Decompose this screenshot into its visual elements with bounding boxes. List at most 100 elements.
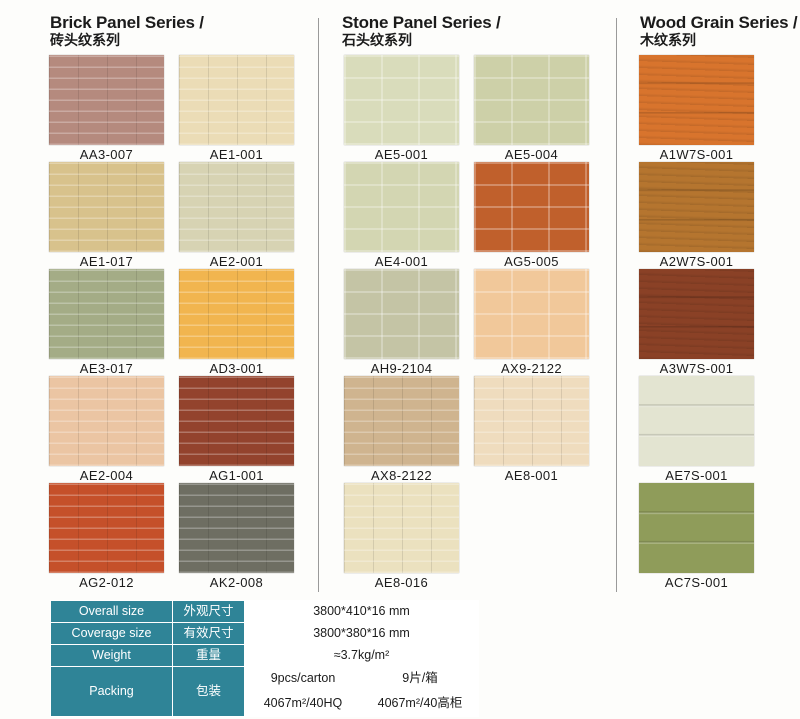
- swatch-tile: [474, 376, 589, 466]
- swatch-tile: [344, 162, 459, 252]
- swatch-code: AE7S-001: [665, 468, 728, 483]
- swatch-tile: [179, 55, 294, 145]
- stone-series-title-cn: 石头纹系列: [342, 32, 412, 48]
- swatch-tile: [474, 162, 589, 252]
- swatch-a1w7s-001[interactable]: A1W7S-001: [639, 55, 754, 161]
- swatch-ax8-2122[interactable]: AX8-2122: [344, 376, 459, 482]
- swatch-tile: [639, 269, 754, 359]
- swatch-code: AE1-001: [209, 147, 264, 162]
- swatch-tile: [49, 269, 164, 359]
- swatch-tile: [639, 483, 754, 573]
- spec-row-overall: Overall size 外观尺寸 3800*410*16 mm: [50, 600, 480, 623]
- swatch-tile: [49, 162, 164, 252]
- swatch-code: AK2-008: [209, 575, 264, 590]
- swatch-code: AE2-004: [79, 468, 134, 483]
- brick-series-title-en: Brick Panel Series /: [50, 13, 204, 32]
- swatch-a2w7s-001[interactable]: A2W7S-001: [639, 162, 754, 268]
- swatch-code: AG5-005: [504, 254, 559, 269]
- wood-series-title-en: Wood Grain Series /: [640, 13, 798, 32]
- swatch-tile: [179, 376, 294, 466]
- spec-row-packing-hq: 4067m²/40HQ 4067m²/40高柜: [51, 691, 480, 717]
- swatch-tile: [344, 376, 459, 466]
- swatch-ae5-004[interactable]: AE5-004: [474, 55, 589, 161]
- swatch-tile: [474, 55, 589, 145]
- swatch-code: AG2-012: [79, 575, 134, 590]
- packing-pcs-cn: 9片/箱: [360, 666, 480, 692]
- swatch-tile: [344, 55, 459, 145]
- swatch-a3w7s-001[interactable]: A3W7S-001: [639, 269, 754, 375]
- swatch-code: AG1-001: [209, 468, 264, 483]
- swatch-code: AE8-001: [504, 468, 559, 483]
- swatch-code: AA3-007: [79, 147, 134, 162]
- swatch-code: AE1-017: [79, 254, 134, 269]
- coverage-size-value: 3800*380*16 mm: [243, 622, 480, 645]
- swatch-ae2-001[interactable]: AE2-001: [179, 162, 294, 268]
- swatch-tile: [639, 376, 754, 466]
- packing-hq-cn: 4067m²/40高柜: [360, 691, 480, 717]
- swatch-tile: [344, 483, 459, 573]
- swatch-ae2-004[interactable]: AE2-004: [49, 376, 164, 482]
- swatch-ak2-008[interactable]: AK2-008: [179, 483, 294, 589]
- stone-series-title-en: Stone Panel Series /: [342, 13, 501, 32]
- swatch-ae4-001[interactable]: AE4-001: [344, 162, 459, 268]
- spec-row-weight: Weight 重量 ≈3.7kg/m²: [50, 644, 480, 667]
- swatch-ah9-2104[interactable]: AH9-2104: [344, 269, 459, 375]
- spec-table: Overall size 外观尺寸 3800*410*16 mm Coverag…: [50, 600, 480, 717]
- swatch-tile: [639, 55, 754, 145]
- column-divider-left: [318, 18, 319, 592]
- swatch-ag1-001[interactable]: AG1-001: [179, 376, 294, 482]
- swatch-code: AC7S-001: [664, 575, 729, 590]
- swatch-ae3-017[interactable]: AE3-017: [49, 269, 164, 375]
- swatch-code: AE4-001: [374, 254, 429, 269]
- swatch-tile: [344, 269, 459, 359]
- swatch-code: AH9-2104: [370, 361, 433, 376]
- swatch-ae1-001[interactable]: AE1-001: [179, 55, 294, 161]
- swatch-ae1-017[interactable]: AE1-017: [49, 162, 164, 268]
- brick-series-heading: Brick Panel Series / 砖头纹系列: [50, 14, 204, 47]
- swatch-ad3-001[interactable]: AD3-001: [179, 269, 294, 375]
- stone-series-heading: Stone Panel Series / 石头纹系列: [342, 14, 501, 47]
- swatch-tile: [474, 269, 589, 359]
- wood-series-title-cn: 木纹系列: [640, 32, 696, 48]
- swatch-code: A1W7S-001: [659, 147, 734, 162]
- packing-label-en: Packing: [50, 666, 173, 717]
- swatch-code: AE2-001: [209, 254, 264, 269]
- swatch-code: AD3-001: [209, 361, 264, 376]
- weight-label-en: Weight: [50, 644, 173, 667]
- overall-size-label-cn: 外观尺寸: [172, 600, 245, 623]
- swatch-ae8-016[interactable]: AE8-016: [344, 483, 459, 589]
- packing-pcs-en: 9pcs/carton: [244, 666, 362, 692]
- spec-row-packing-pcs: Packing 包装 9pcs/carton 9片/箱: [50, 666, 480, 717]
- wood-series-heading: Wood Grain Series / 木纹系列: [640, 13, 798, 48]
- swatch-ae8-001[interactable]: AE8-001: [474, 376, 589, 482]
- overall-size-label-en: Overall size: [50, 600, 173, 623]
- overall-size-value: 3800*410*16 mm: [243, 600, 480, 623]
- column-divider-right: [616, 18, 617, 592]
- swatch-code: AX9-2122: [500, 361, 563, 376]
- swatch-tile: [179, 483, 294, 573]
- swatch-code: AE8-016: [374, 575, 429, 590]
- packing-label-cn: 包装: [172, 666, 245, 717]
- swatch-code: A3W7S-001: [659, 361, 734, 376]
- swatch-code: AE5-004: [504, 147, 559, 162]
- brick-series-title-cn: 砖头纹系列: [50, 32, 120, 48]
- swatch-code: AX8-2122: [370, 468, 433, 483]
- weight-value: ≈3.7kg/m²: [243, 644, 480, 667]
- swatch-tile: [49, 483, 164, 573]
- spec-row-coverage: Coverage size 有效尺寸 3800*380*16 mm: [50, 622, 480, 645]
- swatch-code: AE3-017: [79, 361, 134, 376]
- coverage-size-label-cn: 有效尺寸: [172, 622, 245, 645]
- swatch-tile: [49, 55, 164, 145]
- weight-label-cn: 重量: [172, 644, 245, 667]
- swatch-ax9-2122[interactable]: AX9-2122: [474, 269, 589, 375]
- swatch-ae7s-001[interactable]: AE7S-001: [639, 376, 754, 482]
- swatch-ae5-001[interactable]: AE5-001: [344, 55, 459, 161]
- coverage-size-label-en: Coverage size: [50, 622, 173, 645]
- swatch-tile: [179, 162, 294, 252]
- swatch-ac7s-001[interactable]: AC7S-001: [639, 483, 754, 589]
- packing-hq-en: 4067m²/40HQ: [244, 691, 362, 717]
- swatch-tile: [49, 376, 164, 466]
- swatch-ag2-012[interactable]: AG2-012: [49, 483, 164, 589]
- swatch-ag5-005[interactable]: AG5-005: [474, 162, 589, 268]
- swatch-aa3-007[interactable]: AA3-007: [49, 55, 164, 161]
